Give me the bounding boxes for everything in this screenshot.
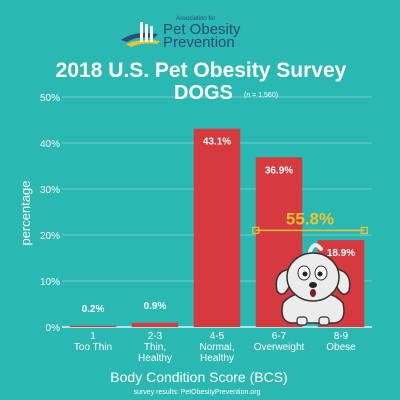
x-tick-label: Healthy bbox=[200, 353, 234, 364]
y-tick-label: 0% bbox=[46, 323, 61, 334]
bracket-end-right bbox=[360, 226, 368, 234]
org-name-line-2: Prevention bbox=[163, 34, 235, 51]
y-tick-label: 20% bbox=[40, 231, 60, 242]
sample-size-note: (n = 1,560) bbox=[244, 92, 278, 99]
bar bbox=[131, 322, 179, 327]
value-label: 18.9% bbox=[327, 248, 355, 259]
value-label: 36.9% bbox=[265, 165, 293, 176]
value-label: 0.9% bbox=[144, 301, 167, 312]
x-tick-label: 6-7 bbox=[272, 331, 287, 342]
dog-head bbox=[286, 252, 340, 302]
x-tick-label: Too Thin bbox=[74, 342, 112, 353]
x-tick-label: Overweight bbox=[254, 342, 305, 353]
org-small-text: Association for bbox=[176, 16, 215, 22]
dog-mouth bbox=[310, 289, 316, 297]
chart-subtitle: DOGS bbox=[174, 82, 233, 104]
y-axis-label: percentage bbox=[18, 180, 33, 245]
y-tick-label: 50% bbox=[40, 93, 60, 104]
bracket-end-left bbox=[252, 226, 260, 234]
dog-mascot bbox=[275, 243, 351, 326]
x-tick-label: 8-9 bbox=[334, 331, 349, 342]
bracket-annotation: 55.8% bbox=[252, 209, 368, 234]
x-axis-label: Body Condition Score (BCS) bbox=[110, 369, 287, 385]
value-labels: 0.2% 0.9% 43.1% 36.9% 18.9% bbox=[82, 137, 356, 315]
org-name-line-1: Pet Obesity bbox=[163, 21, 241, 38]
bar bbox=[193, 128, 241, 327]
bracket-label: 55.8% bbox=[286, 209, 334, 228]
y-tick-label: 40% bbox=[40, 139, 60, 150]
logo-bar-2 bbox=[145, 24, 148, 42]
x-tick-label: Thin, bbox=[144, 342, 166, 353]
x-tick-label: Normal, bbox=[199, 342, 234, 353]
dog-pupil-left bbox=[302, 271, 308, 277]
x-tick-label: 4-5 bbox=[210, 331, 225, 342]
dog-pupil-right bbox=[317, 271, 323, 277]
x-tick-label: 1 bbox=[90, 331, 96, 342]
dog-paw-right bbox=[318, 316, 330, 326]
value-label: 43.1% bbox=[203, 137, 231, 148]
logo-bar-1 bbox=[140, 22, 143, 42]
logo-bar-3 bbox=[150, 26, 153, 42]
y-tick-label: 30% bbox=[40, 185, 60, 196]
x-tick-label: 2-3 bbox=[148, 331, 163, 342]
value-label: 0.2% bbox=[82, 304, 105, 315]
x-tick-label: Healthy bbox=[138, 353, 172, 364]
source-note: survey results: PetObesityPrevention.org bbox=[134, 389, 261, 396]
dog-nose bbox=[309, 282, 317, 288]
org-logo: Association for Pet Obesity Prevention bbox=[121, 16, 241, 51]
y-tick-labels: 0% 10% 20% 30% 40% 50% bbox=[40, 93, 60, 334]
y-tick-label: 10% bbox=[40, 277, 60, 288]
chart-title: 2018 U.S. Pet Obesity Survey bbox=[56, 59, 347, 82]
logo-swoosh-dark bbox=[121, 32, 158, 42]
x-tick-label: Obese bbox=[326, 342, 356, 353]
dog-paw-left bbox=[296, 316, 308, 326]
bar bbox=[69, 325, 117, 327]
